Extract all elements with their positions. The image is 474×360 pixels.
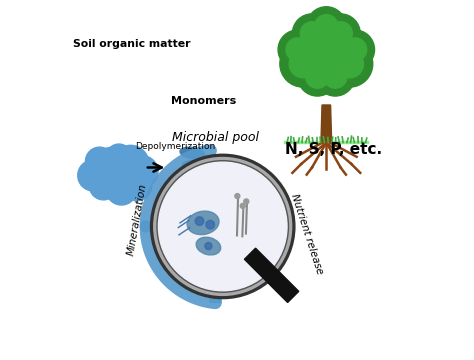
Circle shape — [244, 199, 249, 204]
Circle shape — [323, 64, 347, 88]
Polygon shape — [245, 248, 299, 302]
Circle shape — [122, 171, 152, 201]
Ellipse shape — [180, 147, 205, 159]
Circle shape — [315, 15, 338, 38]
Circle shape — [151, 154, 295, 298]
Circle shape — [154, 157, 292, 296]
Circle shape — [157, 161, 289, 292]
Circle shape — [329, 22, 352, 45]
Circle shape — [336, 50, 364, 78]
Text: Nutrient release: Nutrient release — [289, 192, 324, 275]
Text: Monomers: Monomers — [171, 96, 236, 107]
Circle shape — [106, 174, 137, 205]
Circle shape — [85, 147, 114, 175]
Circle shape — [308, 31, 345, 68]
Circle shape — [298, 57, 337, 96]
Circle shape — [326, 41, 373, 87]
Circle shape — [78, 160, 109, 191]
Circle shape — [280, 41, 326, 87]
Circle shape — [106, 144, 132, 170]
Circle shape — [343, 38, 367, 62]
Circle shape — [292, 14, 332, 53]
Circle shape — [112, 145, 149, 183]
Text: Soil organic matter: Soil organic matter — [73, 39, 190, 49]
Circle shape — [300, 22, 324, 45]
Circle shape — [321, 14, 360, 53]
Circle shape — [306, 64, 329, 88]
Circle shape — [195, 217, 204, 225]
Circle shape — [335, 30, 374, 69]
Ellipse shape — [182, 161, 206, 171]
Circle shape — [89, 172, 118, 200]
Circle shape — [289, 50, 317, 78]
Circle shape — [286, 38, 310, 62]
Circle shape — [278, 30, 318, 69]
FancyBboxPatch shape — [51, 0, 423, 360]
Circle shape — [296, 19, 356, 80]
Text: Microbial pool: Microbial pool — [172, 131, 259, 144]
Ellipse shape — [176, 172, 198, 183]
Circle shape — [88, 147, 139, 199]
Polygon shape — [206, 221, 228, 237]
Ellipse shape — [196, 237, 221, 255]
Polygon shape — [321, 105, 332, 143]
Ellipse shape — [187, 211, 219, 235]
Circle shape — [235, 194, 240, 199]
Circle shape — [307, 7, 346, 46]
Circle shape — [158, 162, 287, 291]
Text: Depolymerization: Depolymerization — [135, 141, 216, 150]
Text: N, S, P, etc.: N, S, P, etc. — [285, 142, 382, 157]
Circle shape — [126, 156, 158, 188]
Circle shape — [206, 220, 215, 229]
Circle shape — [316, 57, 355, 96]
Circle shape — [205, 243, 212, 249]
Text: Mineralization: Mineralization — [126, 183, 148, 256]
Circle shape — [240, 203, 245, 208]
